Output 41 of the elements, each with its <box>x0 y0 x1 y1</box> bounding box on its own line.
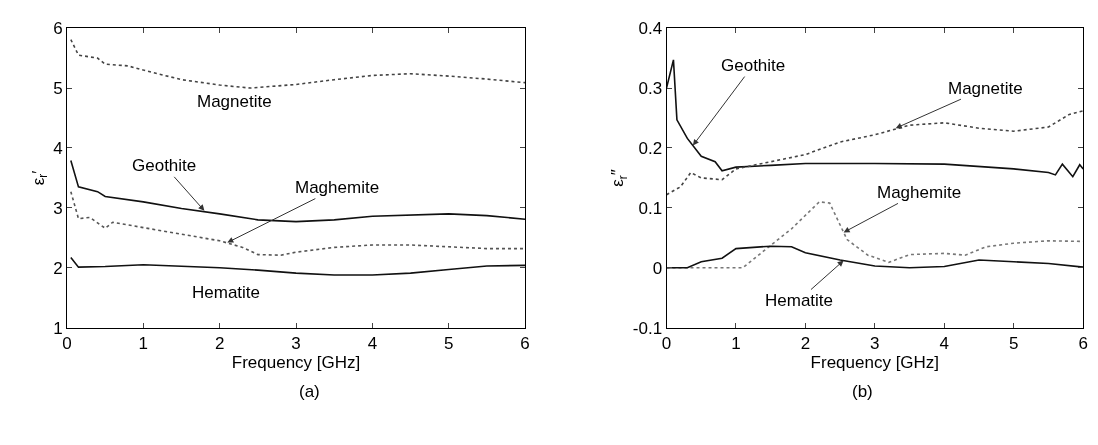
y-tick-label: 2 <box>53 258 63 278</box>
annotation: Maghemite <box>295 178 380 197</box>
x-tick-label: 4 <box>367 334 378 354</box>
annotation: Magnetite <box>948 79 1023 98</box>
y-tick-label: -0.1 <box>632 318 663 338</box>
y-tick-label: 0.4 <box>638 19 663 39</box>
x-tick-label: 2 <box>800 334 811 354</box>
annotation: Hematite <box>192 283 261 302</box>
y-tick-label: 4 <box>53 138 63 158</box>
annotation: Hematite <box>765 291 834 310</box>
x-tick-label: 4 <box>939 334 950 354</box>
text: (a) <box>299 382 320 401</box>
x-tick-label: 6 <box>1078 334 1088 354</box>
x-tick-label: 5 <box>443 334 454 354</box>
y-tick-label: 0.2 <box>638 138 663 158</box>
text: (b) <box>852 382 873 401</box>
y-tick-label: 3 <box>53 198 63 218</box>
x-axis-title: Frequency [GHz] <box>810 353 940 373</box>
annotation: Maghemite <box>877 183 962 202</box>
annotation: Magnetite <box>197 92 272 111</box>
x-tick-label: 5 <box>1009 334 1019 354</box>
y-tick-label: 0.1 <box>638 198 663 218</box>
y-tick-label: 0 <box>652 258 663 278</box>
line-series <box>70 38 526 89</box>
y-tick-label: 5 <box>53 79 63 99</box>
x-tick-label: 2 <box>214 334 225 354</box>
line-series <box>70 256 526 276</box>
x-tick-label: 6 <box>520 334 530 354</box>
annotation: Geothite <box>132 156 197 175</box>
line-series <box>666 245 1084 269</box>
x-axis-title: Frequency [GHz] <box>231 353 361 373</box>
x-tick-label: 3 <box>291 334 301 354</box>
line-series <box>70 159 526 223</box>
x-tick-label: 3 <box>870 334 880 354</box>
annotation: Geothite <box>721 56 786 75</box>
x-tick-label: 1 <box>138 334 149 354</box>
y-tick-label: 6 <box>53 19 63 39</box>
line-series <box>666 59 1084 178</box>
y-tick-label: 1 <box>53 318 63 338</box>
y-tick-label: 0.3 <box>638 79 663 99</box>
x-tick-label: 1 <box>731 334 741 354</box>
